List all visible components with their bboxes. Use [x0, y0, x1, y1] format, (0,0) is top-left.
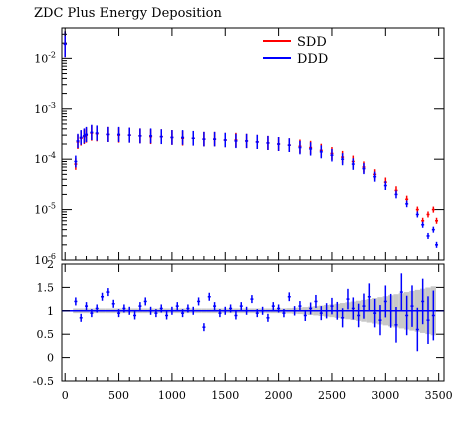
xtick-label: 0: [62, 389, 69, 402]
ratio-points-layer: [74, 273, 435, 352]
main-ytick-label: 10-6: [34, 252, 56, 267]
legend: SDD DDD: [263, 35, 328, 67]
ratio-ytick-label: 1.5: [37, 281, 55, 294]
ratio-ytick-label: -0.5: [33, 375, 54, 388]
main-panel-frame: [61, 27, 445, 261]
xtick-label: 2000: [265, 389, 293, 402]
series-ddd: [63, 31, 439, 248]
xtick-label: 500: [108, 389, 129, 402]
ratio-ytick-label: 0: [47, 352, 54, 365]
main-panel: 10-6 10-5 10-4 10-3 10-2 SDD DDD: [34, 27, 445, 267]
legend-ddd-label: DDD: [297, 52, 328, 67]
xtick-label: 3000: [371, 389, 399, 402]
xtick-label: 3500: [425, 389, 453, 402]
ratio-y-axis: -0.5 0 0.5 1 1.5 2: [33, 258, 444, 388]
main-y-axis: 10-6 10-5 10-4 10-3 10-2: [34, 27, 444, 267]
main-ytick-label: 10-4: [34, 151, 56, 166]
xtick-label: 2500: [318, 389, 346, 402]
main-ytick-label: 10-5: [34, 202, 56, 217]
xtick-label: 1500: [211, 389, 239, 402]
series-sdd: [63, 31, 439, 224]
main-series-layer: [63, 31, 439, 248]
ratio-ytick-label: 1: [47, 305, 54, 318]
legend-sdd-label: SDD: [297, 35, 327, 50]
x-axis: 0 500 1000 1500 2000 2500 3000 3500: [62, 28, 453, 402]
main-ytick-label: 10-3: [34, 101, 56, 116]
ratio-panel-frame: [61, 263, 445, 382]
ratio-ytick-label: 2: [47, 258, 54, 271]
chart-title: ZDC Plus Energy Deposition: [34, 6, 222, 21]
ratio-panel: -0.5 0 0.5 1 1.5 2: [33, 258, 445, 388]
xtick-label: 1000: [158, 389, 186, 402]
ratio-ytick-label: 0.5: [37, 328, 55, 341]
main-ytick-label: 10-2: [34, 50, 56, 65]
